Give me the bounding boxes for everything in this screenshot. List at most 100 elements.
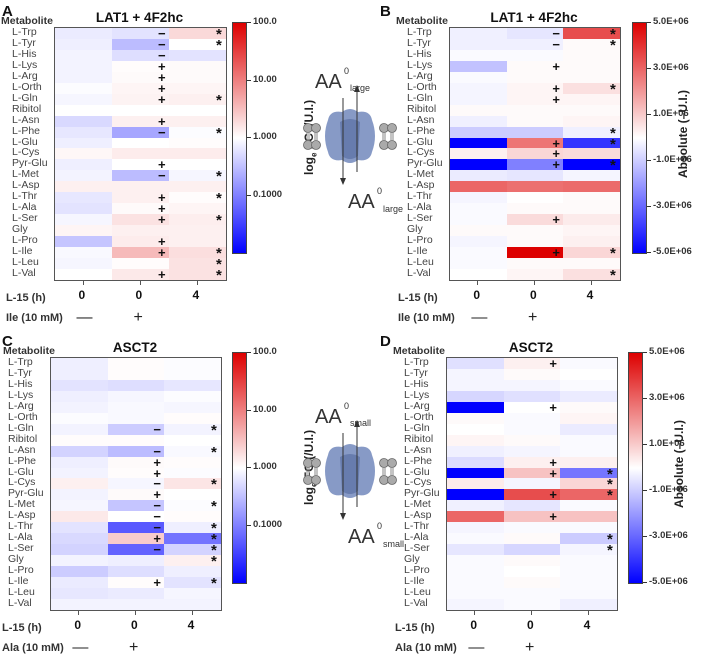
row-label-l-tyr: L-Tyr [407, 36, 431, 49]
heatmap-cell [503, 423, 561, 436]
heatmap-cell [447, 544, 505, 556]
row-label-l-glu: L-Glu [8, 465, 34, 478]
heatmap-cell [506, 115, 564, 128]
heatmap-cell [506, 268, 564, 280]
plus-mark: + [153, 575, 161, 590]
x-tick-label: 0 [78, 287, 86, 302]
heatmap-cell [563, 28, 620, 40]
heatmap-cell [107, 401, 165, 414]
heatmap-cell [450, 203, 508, 215]
row-label-ribitol: Ribitol [404, 432, 434, 445]
heatmap-cell [55, 115, 113, 128]
heatmap-cell [164, 423, 221, 436]
plus-mark: + [158, 157, 166, 173]
heatmap-cell [51, 533, 109, 545]
heatmap-cell [169, 192, 226, 204]
treatment-plus: + [129, 638, 139, 656]
row-label-l-trp: L-Trp [404, 356, 429, 368]
significance-star: * [607, 542, 613, 560]
heatmap-cell [55, 247, 113, 259]
heatmap-cell [169, 170, 226, 182]
minus-mark: − [153, 520, 161, 536]
transporter-channel [340, 119, 360, 159]
colorbar-label: Absolute (–U.I.) [676, 89, 690, 178]
heatmap-cell [107, 577, 165, 589]
row-label-l-asp: L-Asp [12, 179, 40, 192]
significance-star: * [211, 575, 217, 592]
significance-star: * [211, 443, 217, 461]
x-tick-mark [534, 279, 535, 285]
row-label-l-ile: L-Ile [12, 245, 33, 257]
amino-acid-label-top: AA [315, 406, 342, 428]
row-label-pyr-glu: Pyr-Glu [407, 157, 443, 170]
heatmap-cell [55, 28, 113, 40]
x-tick-mark [474, 609, 476, 615]
colorbar-tick-label: 0.1000 [253, 518, 283, 530]
row-label-l-ala: L-Ala [8, 531, 33, 544]
heatmap-cell [563, 60, 620, 73]
heatmap-cell [164, 456, 221, 468]
heatmap-cell [112, 159, 170, 171]
x-tick-label: 4 [586, 287, 594, 302]
row-label-ribitol: Ribitol [8, 432, 38, 445]
plus-mark: + [549, 509, 557, 525]
heatmap-cell [164, 511, 221, 523]
heatmap-cell [450, 192, 508, 204]
heatmap-cell [55, 225, 113, 237]
row-label-l-phe: L-Phe [12, 124, 41, 137]
heatmap-grid: − * − * − + + + + * + − * + − * + * + + * + + * * + * [54, 27, 227, 281]
heatmap-cell [107, 566, 165, 578]
row-label-l-ile: L-Ile [407, 245, 428, 257]
row-label-l-arg: L-Arg [8, 399, 34, 412]
heatmap-cell [560, 587, 617, 600]
row-label-l-met: L-Met [8, 498, 35, 511]
heatmap-cell [447, 368, 505, 381]
plus-mark: + [552, 135, 560, 151]
row-label-l-trp: L-Trp [407, 26, 432, 38]
heatmap-cell [447, 533, 505, 545]
x-tick-label: 0 [530, 287, 537, 302]
heatmap-cell [107, 511, 165, 523]
heatmap-cell [55, 159, 113, 171]
heatmap-cell [447, 423, 505, 436]
heatmap-cell [112, 170, 170, 182]
row-label-l-asp: L-Asp [8, 509, 36, 522]
chart-title: LAT1 + 4F2hc [95, 10, 184, 25]
row-label-l-gln: L-Gln [407, 91, 433, 104]
heatmap-cell [112, 203, 170, 215]
panel-letter: C [2, 333, 13, 350]
heatmap-cell [503, 587, 561, 600]
colorbar-tick [247, 194, 251, 196]
significance-star: * [211, 421, 217, 439]
row-label-gly: Gly [407, 223, 423, 236]
size-subscript: large [383, 204, 403, 214]
heatmap-cell [55, 49, 113, 62]
heatmap-cell [503, 467, 561, 479]
heatmap-cell [506, 225, 564, 237]
plus-mark: + [549, 487, 557, 503]
heatmap-cell [450, 28, 508, 40]
heatmap-cell [55, 203, 113, 215]
x-tick-mark [531, 609, 532, 615]
panel-c: C Metabolite ASCT2− * − * + + − * + − * − − * + * − * * + * L-T… [0, 330, 360, 656]
plus-mark: + [552, 80, 560, 96]
row-label-ribitol: Ribitol [407, 102, 437, 115]
minus-mark: − [158, 36, 166, 52]
row-label-l-thr: L-Thr [8, 520, 34, 533]
heatmap-cell [169, 236, 226, 248]
heatmap-cell [169, 148, 226, 160]
plus-mark: + [158, 113, 166, 129]
heatmap-cell [51, 401, 109, 414]
heatmap-cell [563, 181, 620, 193]
x-tick-mark [78, 609, 80, 615]
heatmap-cell [563, 257, 620, 270]
heatmap-cell [107, 412, 165, 425]
plus-mark: + [158, 190, 166, 206]
heatmap-cell [447, 401, 505, 414]
panel-b: B Metabolite LAT1 + 4F2hc − * − * + + * + * + * + + * + + *… [360, 0, 708, 330]
heatmap-cell [563, 115, 620, 128]
plus-mark: + [158, 69, 166, 85]
x-tick-label: 0 [135, 287, 143, 302]
heatmap-cell [55, 192, 113, 204]
